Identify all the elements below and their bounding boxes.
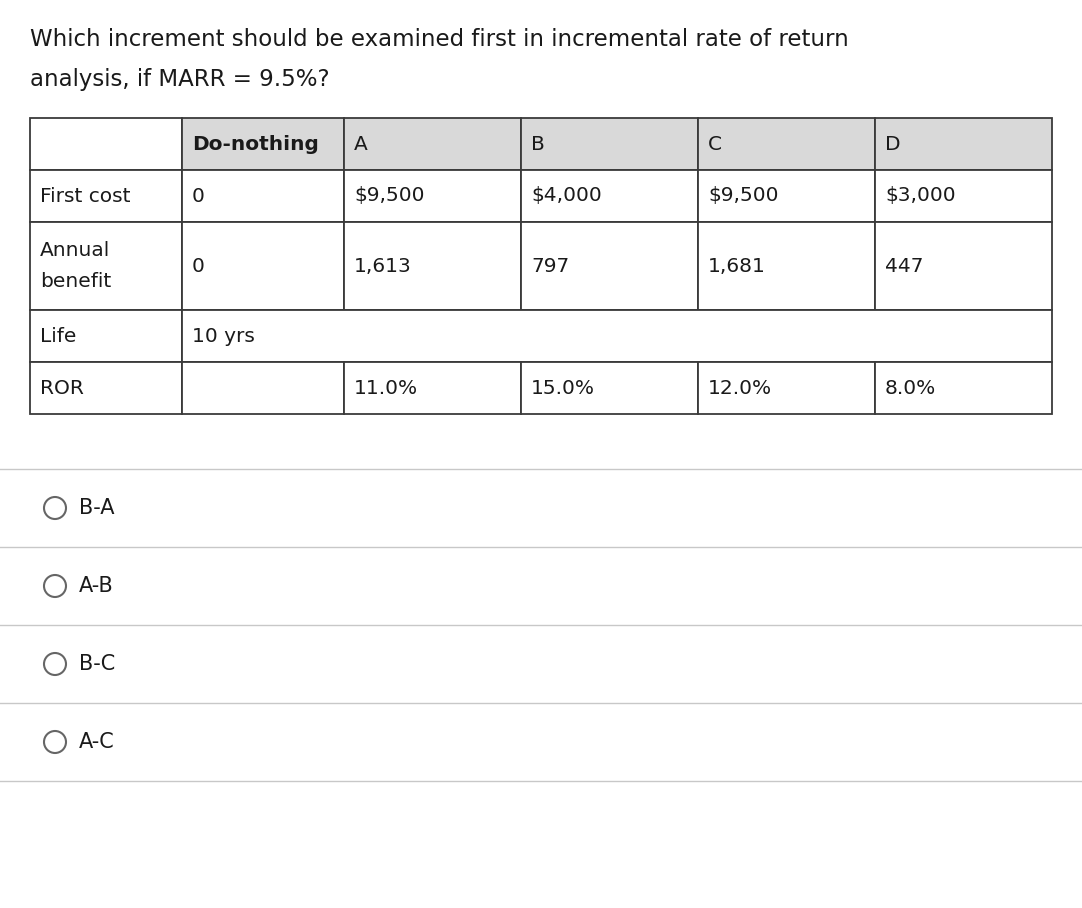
- Bar: [344, 118, 522, 170]
- Text: A: A: [354, 134, 368, 153]
- Text: A-B: A-B: [79, 576, 114, 596]
- Bar: [182, 310, 1052, 362]
- Text: $9,500: $9,500: [354, 186, 424, 205]
- Text: First cost: First cost: [40, 186, 131, 205]
- Text: D: D: [885, 134, 900, 153]
- Text: ROR: ROR: [40, 379, 84, 398]
- Bar: [182, 118, 344, 170]
- Bar: [522, 222, 698, 310]
- Text: 1,681: 1,681: [708, 256, 766, 275]
- Text: 12.0%: 12.0%: [708, 379, 773, 398]
- Text: Life: Life: [40, 327, 77, 346]
- Text: 447: 447: [885, 256, 924, 275]
- Text: 0: 0: [192, 256, 204, 275]
- Text: C: C: [708, 134, 722, 153]
- Text: B-C: B-C: [79, 654, 116, 674]
- Bar: [875, 222, 1052, 310]
- Bar: [30, 362, 182, 414]
- Bar: [698, 170, 875, 222]
- Text: B-A: B-A: [79, 498, 115, 518]
- Text: $9,500: $9,500: [708, 186, 779, 205]
- Bar: [698, 118, 875, 170]
- Bar: [875, 362, 1052, 414]
- Bar: [875, 118, 1052, 170]
- Bar: [522, 170, 698, 222]
- Bar: [522, 118, 698, 170]
- Text: 11.0%: 11.0%: [354, 379, 418, 398]
- Bar: [182, 222, 344, 310]
- Bar: [30, 118, 182, 170]
- Bar: [344, 170, 522, 222]
- Text: 8.0%: 8.0%: [885, 379, 936, 398]
- Text: Annual: Annual: [40, 241, 110, 260]
- Bar: [698, 362, 875, 414]
- Text: benefit: benefit: [40, 272, 111, 291]
- Bar: [698, 222, 875, 310]
- Text: A-C: A-C: [79, 732, 115, 752]
- Bar: [522, 362, 698, 414]
- Bar: [30, 222, 182, 310]
- Text: 10 yrs: 10 yrs: [192, 327, 255, 346]
- Text: 15.0%: 15.0%: [531, 379, 595, 398]
- Bar: [182, 362, 344, 414]
- Text: $3,000: $3,000: [885, 186, 955, 205]
- Text: B: B: [531, 134, 544, 153]
- Bar: [30, 170, 182, 222]
- Text: Do-nothing: Do-nothing: [192, 134, 319, 153]
- Bar: [344, 362, 522, 414]
- Bar: [875, 170, 1052, 222]
- Bar: [30, 310, 182, 362]
- Text: 797: 797: [531, 256, 569, 275]
- Text: 0: 0: [192, 186, 204, 205]
- Text: 1,613: 1,613: [354, 256, 412, 275]
- Bar: [344, 222, 522, 310]
- Text: $4,000: $4,000: [531, 186, 602, 205]
- Text: Which increment should be examined first in incremental rate of return: Which increment should be examined first…: [30, 28, 848, 51]
- Text: analysis, if MARR = 9.5%?: analysis, if MARR = 9.5%?: [30, 68, 330, 91]
- Bar: [182, 170, 344, 222]
